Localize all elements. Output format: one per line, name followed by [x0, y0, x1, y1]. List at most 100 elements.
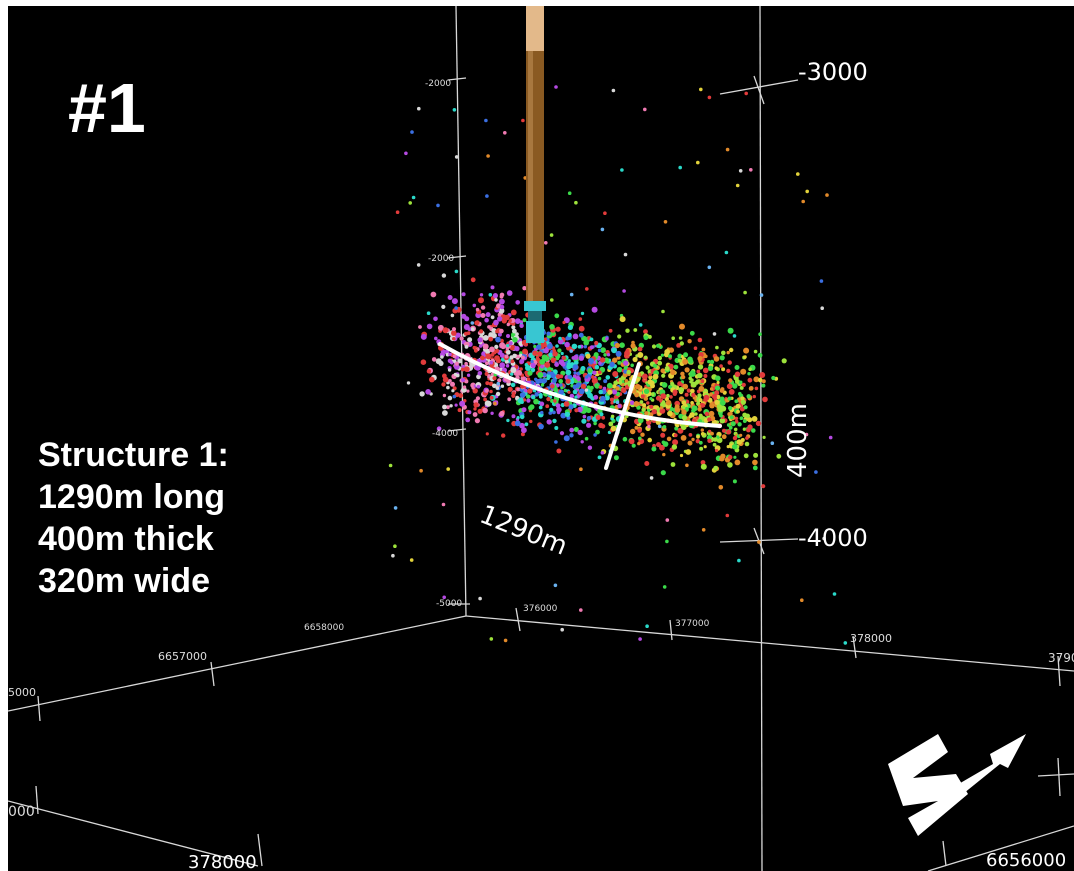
event-point: [729, 415, 734, 420]
event-point: [727, 327, 734, 334]
event-point: [707, 359, 711, 364]
event-point: [549, 233, 554, 237]
event-point: [522, 348, 528, 355]
event-point: [484, 118, 488, 123]
event-point: [510, 382, 516, 388]
event-point: [475, 396, 480, 401]
event-point: [446, 467, 451, 471]
event-point: [487, 374, 491, 378]
event-point: [436, 426, 442, 432]
event-point: [508, 341, 513, 346]
event-point: [520, 432, 525, 437]
event-point: [488, 293, 493, 297]
event-point: [639, 400, 644, 404]
event-point: [543, 372, 547, 377]
event-point: [736, 409, 740, 414]
seismic-event-points: [388, 85, 848, 645]
event-point: [657, 360, 663, 366]
event-point: [406, 381, 411, 385]
event-point: [697, 364, 704, 370]
event-point: [747, 372, 751, 376]
3d-viewport[interactable]: -3000 -4000 -2000 -2000 -4000 -5000 3760…: [8, 6, 1074, 871]
event-point: [703, 374, 708, 378]
event-point: [574, 360, 579, 366]
event-point: [585, 287, 589, 291]
event-point: [538, 423, 544, 430]
event-point: [612, 357, 618, 363]
event-point: [734, 459, 741, 466]
event-point: [515, 300, 520, 305]
event-point: [589, 345, 594, 350]
event-point: [474, 418, 480, 424]
event-point: [411, 195, 416, 200]
event-point: [591, 306, 598, 313]
event-point: [677, 353, 683, 359]
event-point: [519, 392, 526, 398]
event-point: [728, 406, 733, 411]
event-point: [609, 397, 615, 402]
event-point: [535, 378, 541, 385]
event-point: [388, 463, 393, 468]
event-point: [642, 403, 647, 408]
event-point: [623, 360, 629, 366]
event-point: [484, 317, 489, 323]
event-point: [581, 418, 587, 424]
event-point: [682, 383, 689, 390]
event-point: [514, 420, 521, 427]
event-point: [499, 298, 505, 305]
event-point: [732, 334, 737, 338]
event-point: [715, 449, 719, 453]
event-point: [393, 544, 397, 548]
event-point: [540, 410, 544, 415]
event-point: [495, 348, 500, 353]
event-point: [734, 371, 741, 378]
event-point: [492, 383, 497, 389]
event-point: [660, 353, 665, 357]
event-point: [526, 377, 531, 382]
event-point: [615, 386, 620, 391]
event-point: [819, 279, 824, 283]
depth-label-top: -3000: [798, 58, 868, 86]
event-point: [525, 365, 531, 371]
event-point: [527, 388, 533, 394]
northing-tick-1: 6658000: [304, 623, 344, 633]
event-point: [522, 398, 527, 402]
event-point: [741, 382, 746, 387]
event-point: [649, 404, 654, 409]
event-point: [715, 375, 721, 382]
event-point: [503, 638, 508, 643]
event-point: [739, 433, 743, 437]
event-point: [753, 452, 759, 458]
event-point: [695, 379, 700, 384]
event-point: [597, 455, 602, 460]
event-point: [589, 337, 594, 342]
event-point: [485, 194, 489, 198]
event-point: [477, 337, 483, 343]
event-point: [728, 378, 733, 383]
event-point: [450, 381, 455, 387]
event-point: [470, 321, 475, 325]
event-point: [600, 451, 605, 455]
event-point: [709, 402, 715, 409]
event-point: [483, 397, 487, 402]
event-point: [743, 453, 749, 459]
event-point: [736, 439, 743, 445]
event-point: [455, 332, 461, 338]
event-point: [488, 332, 494, 338]
event-point: [538, 405, 543, 410]
event-point: [596, 344, 601, 349]
event-point: [734, 416, 739, 421]
event-point: [828, 435, 833, 440]
event-point: [728, 425, 733, 430]
event-point: [672, 389, 678, 395]
event-point: [499, 353, 505, 358]
event-point: [541, 378, 548, 384]
event-point: [805, 189, 809, 194]
event-point: [459, 400, 466, 407]
event-point: [758, 377, 763, 383]
event-point: [678, 336, 683, 340]
event-point: [408, 201, 413, 205]
event-point: [699, 446, 704, 451]
easting-tick-3: 378000: [850, 632, 892, 645]
event-point: [674, 426, 679, 431]
